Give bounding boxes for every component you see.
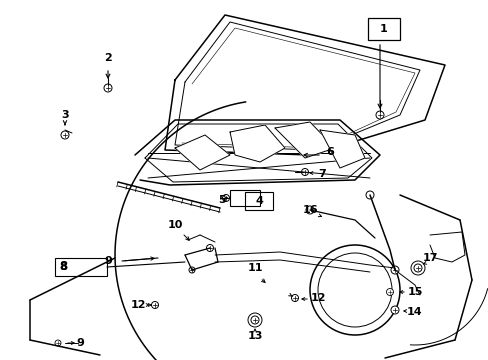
- Text: 1: 1: [379, 24, 387, 34]
- Text: 14: 14: [407, 307, 422, 317]
- Text: 12: 12: [130, 300, 145, 310]
- Circle shape: [390, 266, 398, 274]
- Text: 17: 17: [421, 253, 437, 263]
- Circle shape: [301, 168, 308, 175]
- Text: 8: 8: [59, 262, 67, 272]
- Text: 3: 3: [61, 110, 69, 120]
- Text: 13: 13: [247, 331, 262, 341]
- Polygon shape: [319, 130, 364, 168]
- Circle shape: [375, 111, 383, 119]
- Polygon shape: [229, 125, 285, 162]
- Text: 9: 9: [104, 256, 112, 266]
- Text: 11: 11: [247, 263, 262, 273]
- Text: 5: 5: [218, 195, 225, 205]
- Circle shape: [291, 294, 298, 302]
- Circle shape: [61, 131, 69, 139]
- Circle shape: [55, 340, 61, 346]
- Text: 16: 16: [302, 205, 317, 215]
- Circle shape: [151, 302, 158, 309]
- Circle shape: [386, 288, 393, 296]
- Text: 2: 2: [104, 53, 112, 63]
- Text: 15: 15: [407, 287, 422, 297]
- Text: 6: 6: [325, 147, 333, 157]
- Polygon shape: [274, 122, 334, 158]
- Text: 9: 9: [76, 338, 84, 348]
- Text: 8: 8: [59, 261, 67, 274]
- Circle shape: [413, 264, 421, 272]
- Circle shape: [390, 306, 398, 314]
- Text: 7: 7: [318, 169, 325, 179]
- Circle shape: [222, 194, 229, 202]
- Circle shape: [189, 267, 195, 273]
- Circle shape: [365, 191, 373, 199]
- Circle shape: [206, 244, 213, 252]
- Circle shape: [250, 316, 259, 324]
- Text: 12: 12: [309, 293, 325, 303]
- Text: 10: 10: [167, 220, 183, 230]
- Circle shape: [305, 206, 313, 214]
- Text: 4: 4: [255, 196, 263, 206]
- Polygon shape: [175, 135, 229, 170]
- Circle shape: [104, 84, 112, 92]
